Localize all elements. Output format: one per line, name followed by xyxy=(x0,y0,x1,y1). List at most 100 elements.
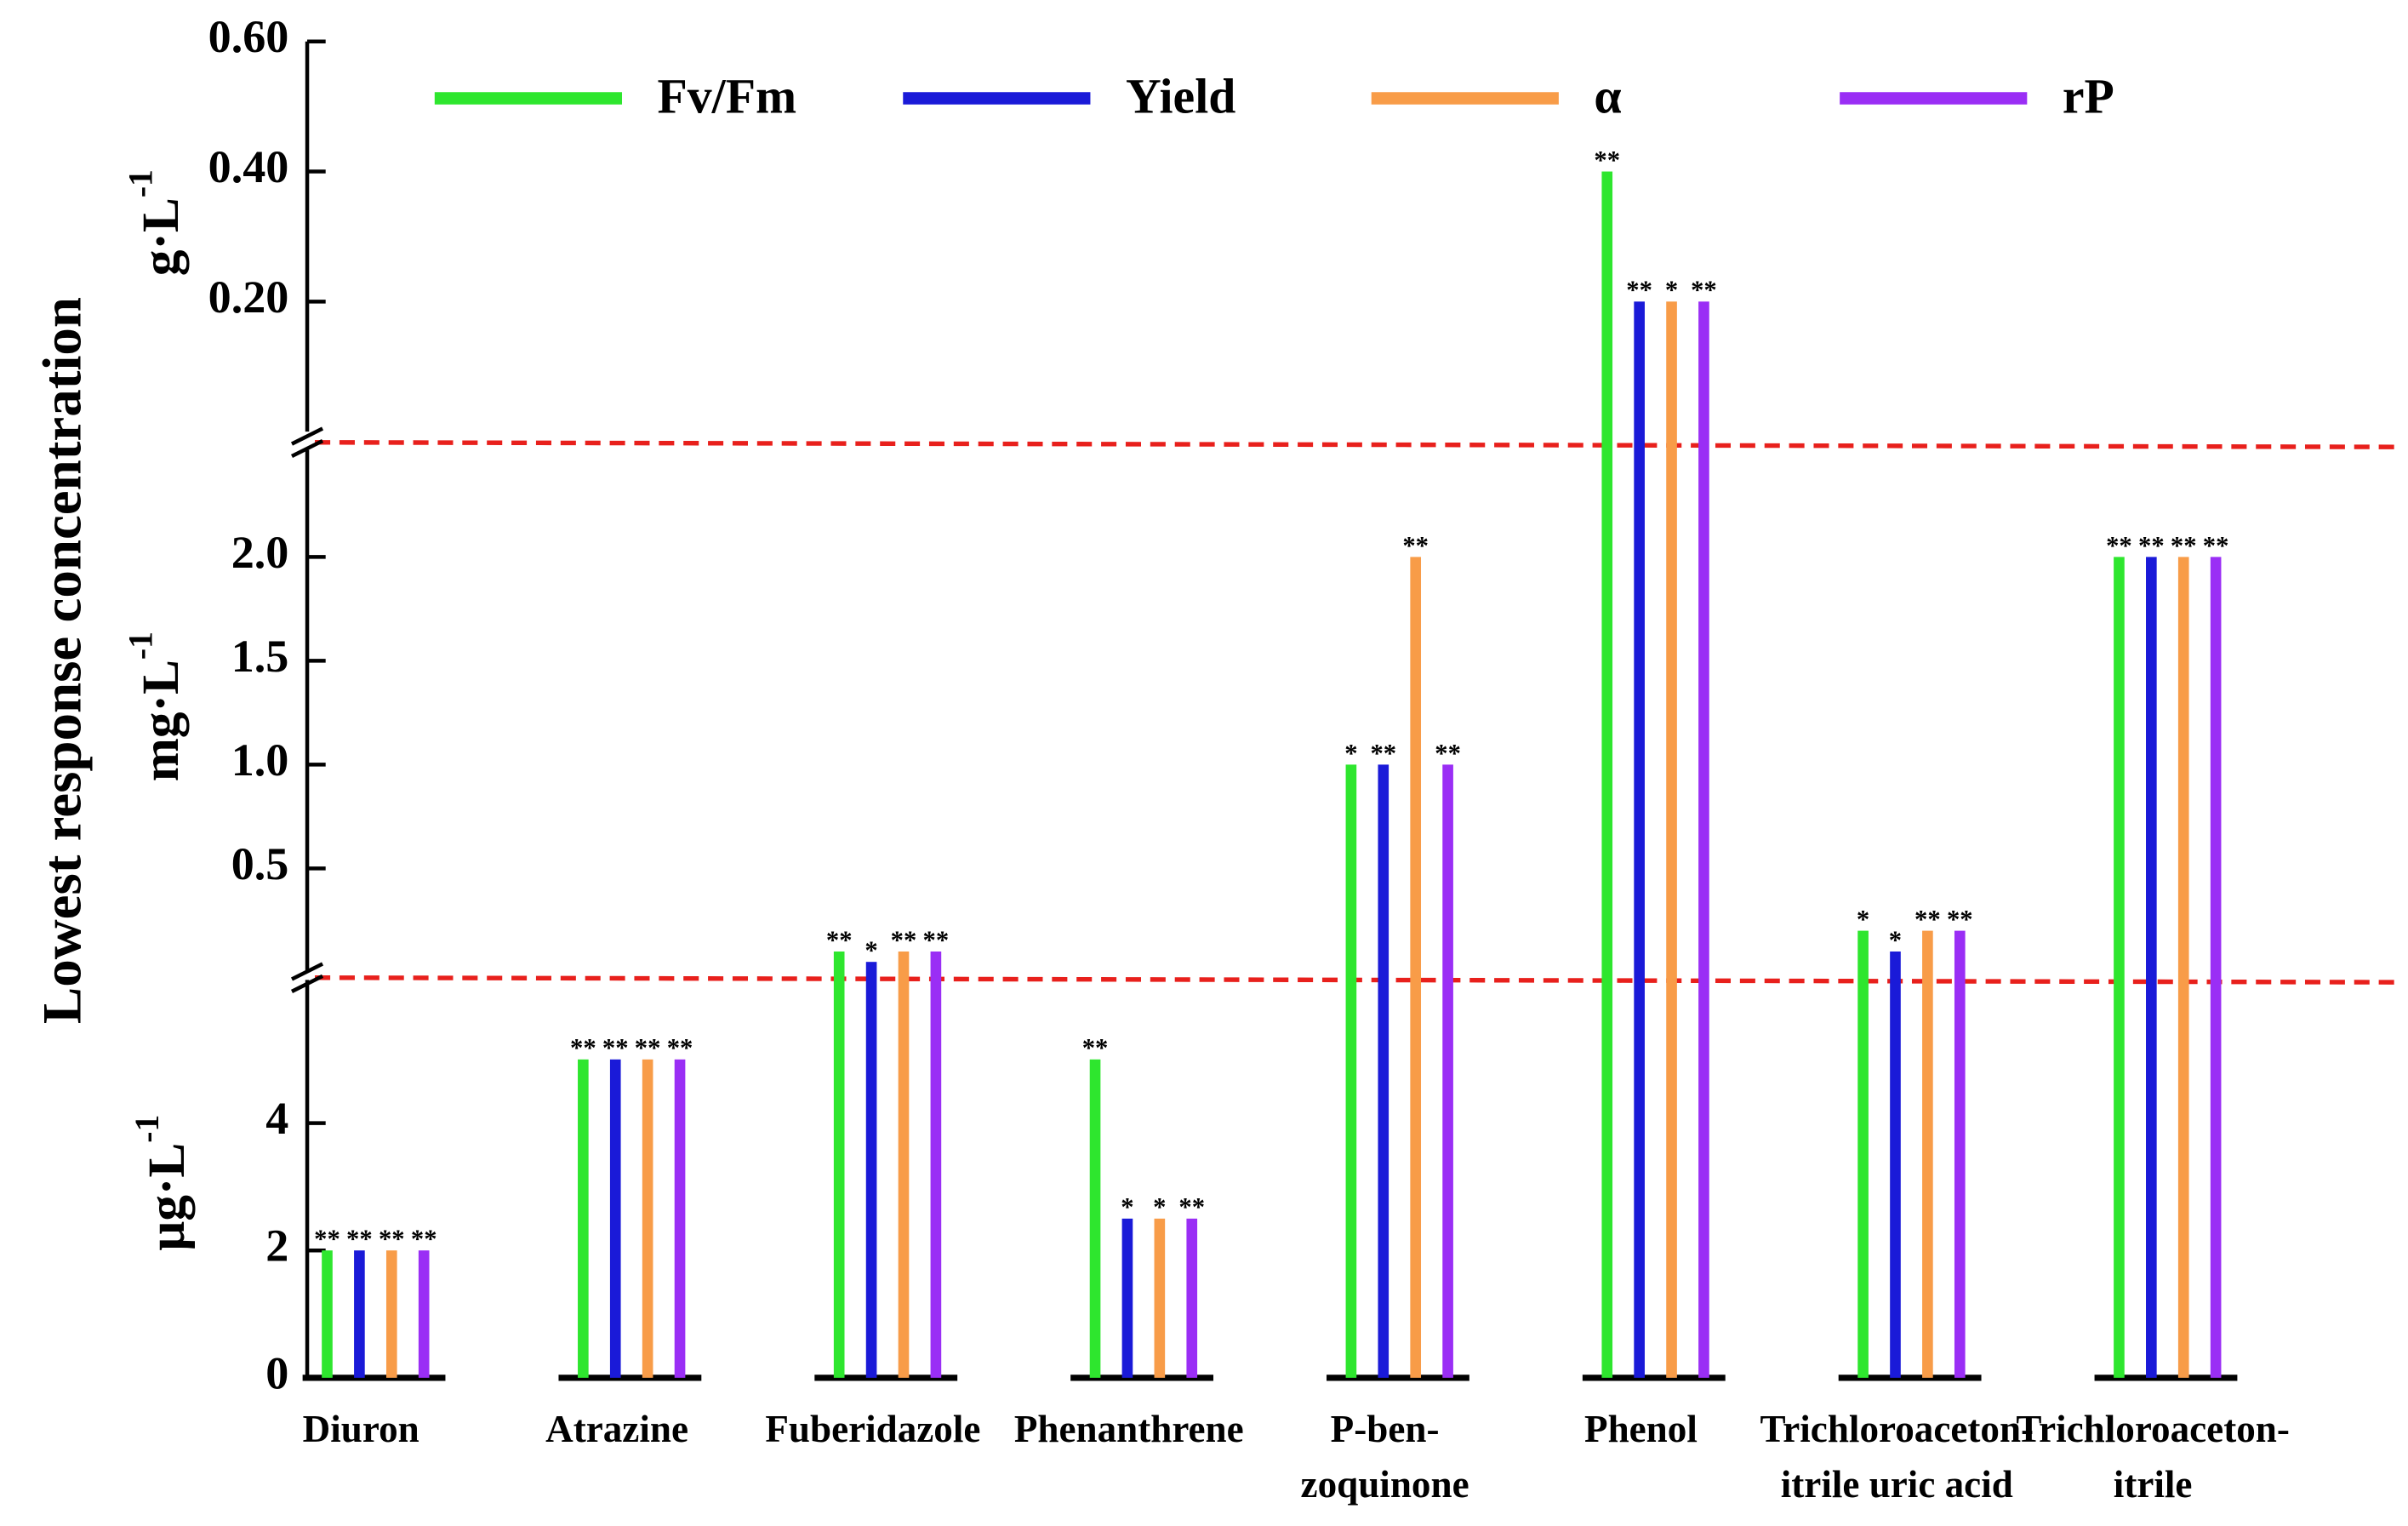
bar xyxy=(1857,930,1869,1378)
y-unit-label: mg·L-1 xyxy=(123,632,190,781)
y-unit-label: μg·L-1 xyxy=(128,1115,196,1251)
bar xyxy=(833,951,845,1378)
significance-label: ** xyxy=(379,1225,405,1254)
axis-break xyxy=(290,962,324,981)
bar xyxy=(2210,557,2222,1378)
bar xyxy=(1666,301,1677,1378)
bar xyxy=(865,962,877,1378)
significance-label: ** xyxy=(1914,905,1941,934)
significance-label: ** xyxy=(667,1033,693,1062)
significance-label: ** xyxy=(602,1033,629,1062)
significance-label: * xyxy=(1153,1192,1166,1221)
bar xyxy=(1089,1059,1101,1378)
x-tick-label: Fuberidazole xyxy=(765,1408,980,1450)
bar xyxy=(2177,557,2189,1378)
bar xyxy=(674,1059,686,1378)
significance-label: ** xyxy=(314,1225,340,1254)
x-tick-label: Trichloroaceton- xyxy=(1760,1408,2034,1450)
x-tick-label: Phenol xyxy=(1584,1408,1698,1450)
x-tick-label: Diuron xyxy=(303,1408,419,1450)
axis-break xyxy=(290,426,324,446)
y-tick-label: 4 xyxy=(265,1093,288,1144)
bar xyxy=(1954,930,1966,1378)
significance-label: * xyxy=(1121,1192,1133,1221)
x-tick-label: Atrazine xyxy=(545,1408,688,1450)
axis-break xyxy=(290,438,324,459)
bar xyxy=(1442,764,1453,1378)
y-tick-label: 0 xyxy=(265,1347,288,1398)
y-unit-exponent: -1 xyxy=(123,169,160,197)
bar xyxy=(1634,301,1645,1378)
y-tick-label: 1.5 xyxy=(231,631,289,682)
bar xyxy=(1186,1218,1198,1378)
significance-label: ** xyxy=(826,925,853,954)
y-tick-label: 0.60 xyxy=(208,11,289,62)
bar xyxy=(1601,171,1613,1378)
significance-label: ** xyxy=(1626,276,1652,305)
y-tick-label: 1.0 xyxy=(231,734,289,786)
y-unit-exponent: -1 xyxy=(123,632,160,660)
y-unit-exponent: -1 xyxy=(128,1115,166,1143)
bar xyxy=(930,951,942,1378)
bar xyxy=(354,1250,365,1378)
y-axis-title: Lowest response concentration xyxy=(31,297,93,1024)
bar xyxy=(1378,764,1389,1378)
significance-label: ** xyxy=(2203,531,2229,560)
significance-label: ** xyxy=(1594,146,1620,174)
significance-label: * xyxy=(1344,739,1357,768)
significance-label: ** xyxy=(1402,531,1429,560)
bar xyxy=(1922,930,1933,1378)
significance-label: * xyxy=(1889,925,1902,954)
significance-label: ** xyxy=(411,1225,437,1254)
bar xyxy=(2146,557,2157,1378)
significance-label: ** xyxy=(346,1225,373,1254)
significance-label: * xyxy=(864,936,877,965)
y-tick-label: 0.5 xyxy=(231,838,289,889)
bar xyxy=(642,1059,653,1378)
bar xyxy=(898,951,910,1378)
bar xyxy=(1410,557,1422,1378)
x-tick-label: itrile uric acid xyxy=(1781,1463,2013,1506)
break-line xyxy=(315,975,2399,985)
x-tick-label: zoquinone xyxy=(1301,1463,1469,1506)
bar xyxy=(1698,301,1709,1378)
y-tick-label: 0.40 xyxy=(208,141,289,192)
bar xyxy=(1121,1218,1133,1378)
y-unit-text: mg·L xyxy=(132,660,190,781)
significance-label: ** xyxy=(570,1033,596,1062)
significance-label: ** xyxy=(1082,1033,1109,1062)
bar xyxy=(418,1250,430,1378)
y-tick-label: 2 xyxy=(265,1220,288,1272)
significance-label: ** xyxy=(1370,739,1396,768)
significance-label: ** xyxy=(1178,1192,1205,1221)
significance-label: ** xyxy=(2106,531,2132,560)
bar xyxy=(1154,1218,1166,1378)
x-tick-label: P-ben- xyxy=(1331,1408,1440,1450)
significance-label: ** xyxy=(923,925,950,954)
significance-label: * xyxy=(1665,276,1678,305)
x-tick-label: Phenanthrene xyxy=(1014,1408,1244,1450)
bar xyxy=(385,1250,397,1378)
x-tick-label: Trichloroaceton- xyxy=(2016,1408,2290,1450)
x-tick-label: itrile xyxy=(2114,1463,2193,1506)
significance-label: ** xyxy=(1435,739,1461,768)
bar xyxy=(1890,951,1901,1378)
legend-label: α xyxy=(1594,70,1621,123)
break-line xyxy=(315,440,2399,449)
y-unit-label: g·L-1 xyxy=(123,169,190,276)
bar xyxy=(578,1059,589,1378)
y-unit-text: g·L xyxy=(132,197,190,276)
significance-label: ** xyxy=(891,925,917,954)
bar xyxy=(1345,764,1357,1378)
y-tick-label: 0.20 xyxy=(208,271,289,323)
significance-label: ** xyxy=(2138,531,2165,560)
legend-label: Fv/Fm xyxy=(658,70,797,123)
legend-label: Yield xyxy=(1126,70,1235,123)
significance-label: ** xyxy=(2171,531,2197,560)
significance-label: ** xyxy=(635,1033,661,1062)
significance-label: ** xyxy=(1691,276,1717,305)
axis-break xyxy=(290,974,324,993)
legend-label: rP xyxy=(2063,70,2114,123)
y-unit-text: μg·L xyxy=(138,1143,196,1251)
